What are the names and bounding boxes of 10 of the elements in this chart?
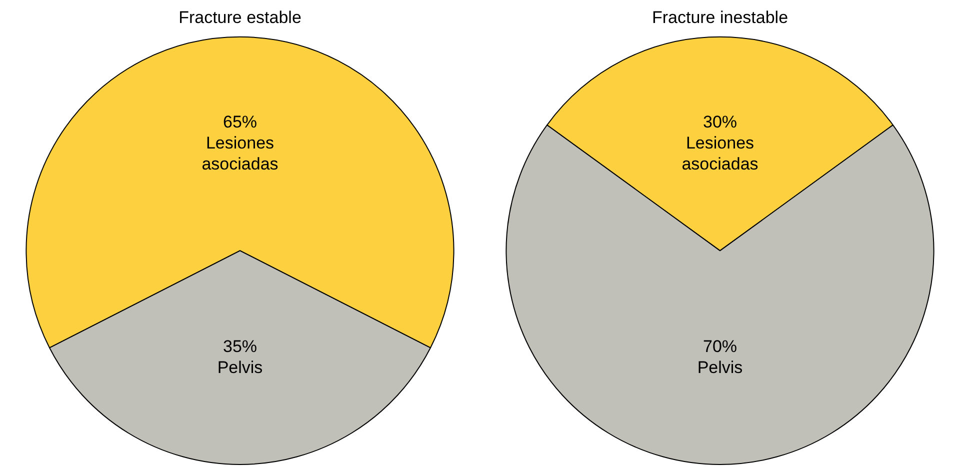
chart-title: Fracture estable [178, 8, 302, 27]
slice-label: Lesiones asociadas [202, 133, 278, 174]
data-label: 35% [222, 336, 258, 356]
slice-label: Pelvis [217, 358, 263, 377]
data-label: 30% [702, 112, 738, 132]
slice-label: Lesiones asociadas [682, 133, 758, 174]
data-label: 65% [222, 112, 258, 132]
data-label: 70% [702, 336, 738, 356]
slice-label: Pelvis [697, 358, 743, 377]
chart-title: Fracture inestable [652, 8, 788, 27]
